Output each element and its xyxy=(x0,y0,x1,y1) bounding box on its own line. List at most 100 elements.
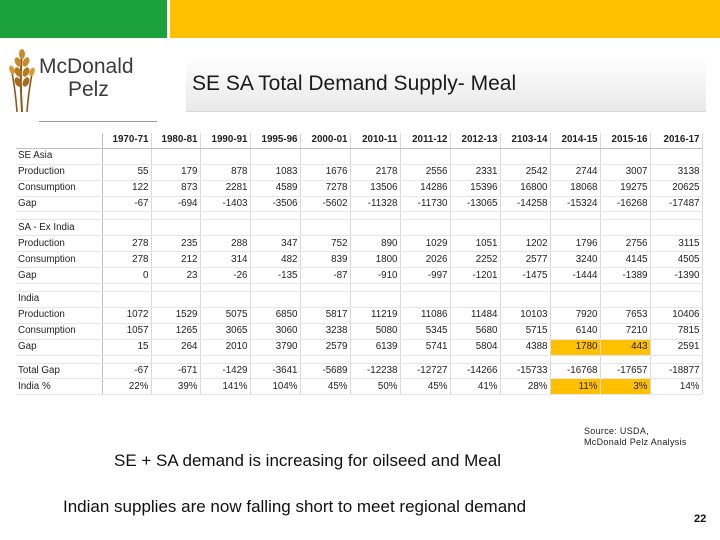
table-cell xyxy=(200,211,251,221)
table-cell: 1676 xyxy=(300,164,351,181)
table-cell: 13506 xyxy=(350,180,401,197)
column-header: 1995-96 xyxy=(250,133,301,149)
table-cell: -15324 xyxy=(550,196,601,213)
table-row: Production 55 179 878 1083 1676 2178 2556 2331 25… xyxy=(16,164,703,181)
table-cell: 212 xyxy=(151,251,201,269)
table-cell: 45% xyxy=(300,378,351,396)
table-cell xyxy=(450,355,501,364)
table-cell: 482 xyxy=(250,251,301,269)
table-cell xyxy=(250,291,301,308)
table-cell xyxy=(250,211,301,221)
table-cell: 2252 xyxy=(450,251,501,269)
table-cell: 41% xyxy=(450,378,501,396)
table-cell: -3641 xyxy=(250,363,301,380)
table-cell: 5080 xyxy=(350,323,401,340)
table-cell: 2331 xyxy=(450,164,501,181)
row-label: Gap xyxy=(16,196,103,213)
row-label: India % xyxy=(16,378,103,396)
table-cell: 878 xyxy=(200,164,251,181)
table-row: SE Asia xyxy=(16,148,703,165)
table-cell xyxy=(400,219,451,237)
table-cell xyxy=(650,291,703,308)
table-cell: -11730 xyxy=(400,196,451,213)
table-row: Total Gap -67 -671 -1429 -3641 -5689 -12238 -12… xyxy=(16,363,703,380)
table-cell: 50% xyxy=(350,378,401,396)
column-header: 2015-16 xyxy=(600,133,651,149)
table-cell: 10103 xyxy=(500,307,551,324)
mcdonald-pelz-logo: McDonald Pelz xyxy=(6,44,157,122)
wheat-icon xyxy=(9,49,35,113)
table-cell: 11% xyxy=(550,378,601,396)
table-cell: 7920 xyxy=(550,307,601,324)
table-cell xyxy=(300,291,351,308)
spacer-row xyxy=(16,211,703,221)
table-cell: 1083 xyxy=(250,164,301,181)
logo-line2: Pelz xyxy=(68,78,109,101)
table-cell: 3115 xyxy=(650,235,703,253)
table-cell: 18068 xyxy=(550,180,601,197)
logo-rule xyxy=(39,121,157,122)
table-cell: 2591 xyxy=(650,339,703,356)
table-cell: -135 xyxy=(250,267,301,285)
table-cell xyxy=(151,355,201,364)
table-cell xyxy=(102,291,152,308)
table-cell: 7653 xyxy=(600,307,651,324)
table-cell xyxy=(350,148,401,165)
table-cell: 39% xyxy=(151,378,201,396)
row-label: Consumption xyxy=(16,323,103,340)
table-cell: -1475 xyxy=(500,267,551,285)
table-cell: -671 xyxy=(151,363,201,380)
table-cell xyxy=(102,148,152,165)
table-cell: -14258 xyxy=(500,196,551,213)
table-cell: 7815 xyxy=(650,323,703,340)
table-cell: -5602 xyxy=(300,196,351,213)
table-cell xyxy=(500,291,551,308)
table-cell: 3060 xyxy=(250,323,301,340)
table-cell: 11484 xyxy=(450,307,501,324)
column-header: 2000-01 xyxy=(300,133,351,149)
table-cell: 15396 xyxy=(450,180,501,197)
table-cell: 1796 xyxy=(550,235,601,253)
table-cell: 264 xyxy=(151,339,201,356)
table-cell: -15733 xyxy=(500,363,551,380)
table-cell: -18877 xyxy=(650,363,703,380)
column-header: 1990-91 xyxy=(200,133,251,149)
table-row: Consumption 1057 1265 3065 3060 3238 5080 5345 5… xyxy=(16,323,703,340)
table-cell xyxy=(650,148,703,165)
table-cell: 890 xyxy=(350,235,401,253)
table-cell: 2756 xyxy=(600,235,651,253)
table-cell: -1444 xyxy=(550,267,601,285)
column-header: 1970-71 xyxy=(102,133,152,149)
table-cell: 2579 xyxy=(300,339,351,356)
table-cell xyxy=(200,291,251,308)
table-cell xyxy=(600,148,651,165)
row-label: India xyxy=(16,291,103,308)
subtitle-supply: Indian supplies are now falling short to… xyxy=(63,497,527,516)
table-cell: -694 xyxy=(151,196,201,213)
table-cell: 14286 xyxy=(400,180,451,197)
table-cell: 2010 xyxy=(200,339,251,356)
table-cell: 6140 xyxy=(550,323,601,340)
table-cell xyxy=(550,355,601,364)
table-cell xyxy=(250,219,301,237)
header-green-bar xyxy=(0,0,167,38)
table-cell: 23 xyxy=(151,267,201,285)
table-cell: 3% xyxy=(600,378,651,396)
table-cell: 1265 xyxy=(151,323,201,340)
header-yellow-bar xyxy=(170,0,720,38)
table-cell: 2744 xyxy=(550,164,601,181)
table-cell: -3506 xyxy=(250,196,301,213)
column-header: 2010-11 xyxy=(350,133,401,149)
table-cell xyxy=(650,211,703,221)
table-cell: 1529 xyxy=(151,307,201,324)
subtitle-demand: SE + SA demand is increasing for oilseed… xyxy=(114,451,501,470)
table-cell: 55 xyxy=(102,164,152,181)
table-cell: 235 xyxy=(151,235,201,253)
table-cell xyxy=(500,355,551,364)
table-cell xyxy=(550,148,601,165)
table-cell: -1390 xyxy=(650,267,703,285)
table-cell: 4589 xyxy=(250,180,301,197)
table-cell: 7210 xyxy=(600,323,651,340)
table-cell: 3065 xyxy=(200,323,251,340)
table-cell xyxy=(151,291,201,308)
